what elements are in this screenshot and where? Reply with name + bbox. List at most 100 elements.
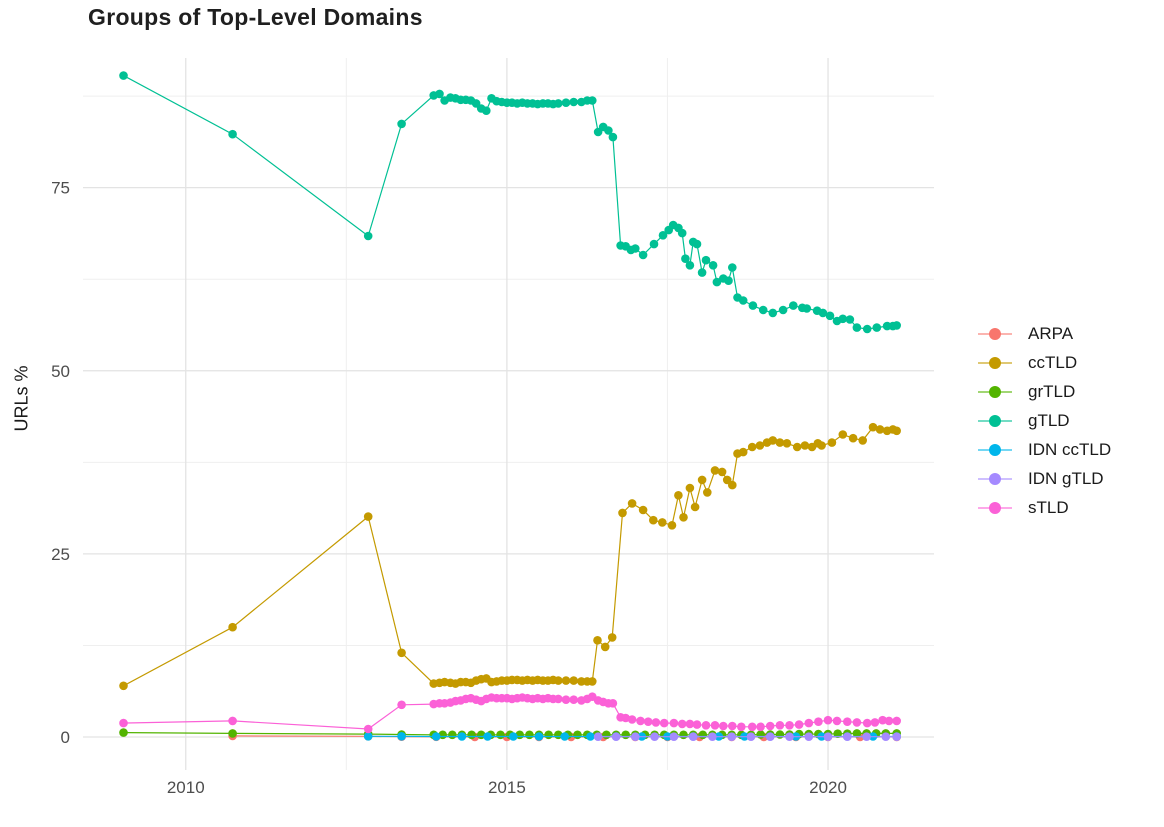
data-point-stld: [823, 715, 833, 725]
data-point-cctld: [569, 676, 578, 685]
data-point-gtld: [604, 126, 613, 135]
data-point-cctld: [792, 442, 802, 452]
y-tick-label: 50: [51, 362, 70, 381]
data-point-gtld: [482, 106, 491, 115]
data-point-gtld: [692, 239, 702, 249]
data-point-cctld: [717, 467, 727, 477]
data-point-idn-cctld: [483, 732, 492, 741]
legend-label: gTLD: [1028, 410, 1070, 430]
y-tick-label: 75: [51, 179, 70, 198]
data-point-grtld: [573, 730, 582, 740]
data-point-gtld: [569, 97, 578, 107]
data-point-stld: [765, 721, 775, 731]
data-point-cctld: [119, 681, 128, 691]
data-point-stld: [627, 715, 637, 724]
legend-label: ARPA: [1028, 323, 1074, 343]
data-point-cctld: [658, 518, 667, 527]
data-point-gtld: [554, 99, 563, 108]
data-point-cctld: [728, 480, 737, 490]
data-point-gtld: [845, 315, 855, 324]
data-point-grtld: [852, 729, 862, 738]
data-point-cctld: [848, 433, 858, 443]
data-point-gtld: [435, 89, 444, 99]
data-point-stld: [685, 719, 695, 729]
data-point-gtld: [852, 323, 862, 332]
data-point-idn-cctld: [397, 732, 406, 741]
data-point-grtld: [756, 730, 765, 739]
data-point-cctld: [588, 677, 597, 686]
series-line-cctld: [123, 426, 897, 687]
data-point-cctld: [607, 633, 617, 642]
data-point-idn-gtld: [708, 732, 717, 741]
legend-dot-icon: [989, 356, 1001, 369]
data-point-gtld: [862, 324, 872, 334]
data-point-stld: [775, 721, 785, 730]
legend-dot-icon: [989, 385, 1001, 398]
legend-key-icon: [978, 414, 1012, 428]
data-point-stld: [832, 716, 842, 726]
data-point-cctld: [685, 483, 695, 493]
data-point-gtld: [789, 301, 798, 310]
data-point-gtld: [838, 314, 848, 324]
data-point-gtld: [649, 239, 659, 249]
data-point-idn-gtld: [746, 732, 756, 741]
data-point-idn-cctld: [431, 732, 441, 741]
legend-dot-icon: [989, 414, 1001, 427]
data-point-gtld: [802, 304, 812, 313]
data-point-idn-gtld: [862, 732, 871, 741]
data-point-cctld: [817, 441, 826, 450]
legend-item-idn-cctld: IDN ccTLD: [978, 435, 1111, 464]
data-point-stld: [878, 715, 887, 725]
data-point-idn-gtld: [823, 732, 833, 741]
data-point-cctld: [690, 502, 700, 512]
data-point-gtld: [728, 263, 737, 272]
data-point-idn-gtld: [785, 732, 794, 741]
data-point-gtld: [758, 305, 768, 315]
data-point-grtld: [448, 730, 457, 740]
data-point-idn-gtld: [631, 732, 640, 741]
legend: ARPA ccTLD grTLD gTLD IDN ccTLD IDN gTLD sTLD: [978, 319, 1111, 522]
data-point-gtld: [892, 321, 901, 330]
data-point-cctld: [561, 676, 571, 685]
data-point-idn-gtld: [650, 732, 659, 741]
data-point-cctld: [554, 676, 563, 685]
data-point-cctld: [838, 430, 848, 439]
legend-label: IDN ccTLD: [1028, 439, 1112, 459]
data-point-idn-gtld: [688, 732, 698, 741]
data-point-idn-cctld: [457, 732, 467, 741]
data-point-cctld: [768, 436, 778, 445]
data-point-gtld: [119, 71, 128, 80]
data-point-cctld: [667, 521, 677, 530]
legend-label: grTLD: [1028, 381, 1076, 401]
data-point-cctld: [875, 425, 885, 434]
legend-dot-icon: [989, 327, 1001, 340]
data-point-stld: [397, 700, 406, 710]
data-point-stld: [554, 694, 563, 704]
data-point-gtld: [825, 311, 835, 321]
legend-label: ccTLD: [1028, 352, 1078, 372]
legend-item-stld: sTLD: [978, 493, 1111, 522]
data-point-stld: [852, 718, 862, 727]
data-point-idn-gtld: [593, 732, 603, 741]
data-point-gtld: [738, 296, 748, 305]
data-point-stld: [363, 724, 373, 734]
data-point-stld: [785, 721, 794, 730]
data-point-gtld: [818, 308, 828, 318]
data-point-grtld: [496, 730, 505, 740]
data-point-stld: [659, 718, 669, 728]
data-point-gtld: [608, 132, 618, 142]
data-point-gtld: [685, 261, 695, 270]
data-point-stld: [119, 718, 128, 728]
data-point-idn-gtld: [669, 732, 679, 741]
data-point-idn-cctld: [534, 732, 544, 741]
data-point-stld: [747, 722, 757, 732]
data-point-stld: [870, 718, 880, 727]
data-point-stld: [884, 716, 894, 726]
data-point-cctld: [593, 636, 602, 645]
legend-dot-icon: [989, 443, 1001, 456]
legend-key-icon: [978, 501, 1012, 515]
data-point-gtld: [724, 276, 733, 286]
data-point-cctld: [738, 447, 748, 457]
data-point-gtld: [631, 244, 640, 253]
